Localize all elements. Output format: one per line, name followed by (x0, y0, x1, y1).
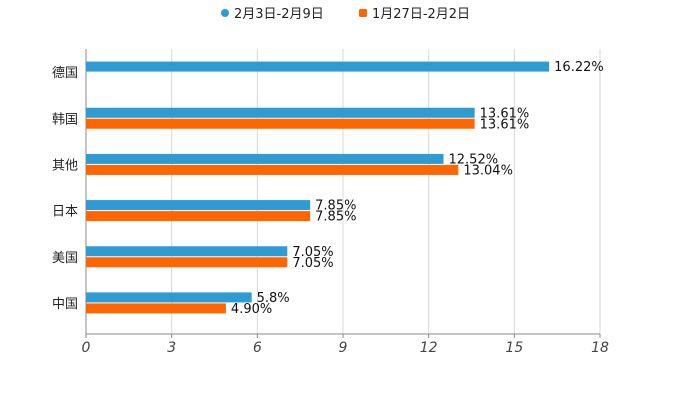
x-tick-label-6: 6 (253, 340, 262, 356)
data-label-0-4: 7.05% (292, 245, 333, 260)
x-tick-label-3: 3 (167, 340, 176, 356)
category-label-3: 日本 (52, 205, 78, 220)
data-labels: 16.22% 13.61%13.61% 12.52%13.04% 7.85%7.85%… (231, 60, 604, 317)
bar-1-1[interactable] (86, 118, 475, 129)
data-label-1-1: 13.61% (480, 117, 530, 132)
bar-0-3[interactable] (86, 200, 311, 211)
x-tick-label-12: 12 (420, 340, 438, 356)
category-label-2: 其他 (52, 158, 78, 173)
data-label-0-2: 12.52% (449, 152, 499, 167)
bar-0-4[interactable] (86, 246, 288, 257)
data-label-0-1: 13.61% (480, 106, 530, 121)
category-label-0: 德国 (52, 66, 78, 81)
x-tick-label-9: 9 (339, 340, 348, 356)
bar-0-1[interactable] (86, 107, 475, 118)
category-label-1: 韩国 (52, 112, 78, 127)
data-label-1-2: 13.04% (463, 163, 513, 178)
data-label-0-5: 5.8% (257, 291, 290, 306)
data-label-0-0: 16.22% (554, 60, 604, 75)
legend: 2月3日-2月9日 1月27日-2月2日 (221, 7, 470, 22)
legend-label-1[interactable]: 1月27日-2月2日 (372, 7, 470, 22)
data-label-1-5: 4.90% (231, 302, 272, 317)
gridlines (171, 49, 601, 334)
category-label-4: 美国 (52, 251, 78, 266)
bar-0-2[interactable] (86, 153, 444, 164)
legend-marker-1 (359, 9, 367, 17)
x-tick-label-18: 18 (591, 340, 609, 356)
bar-0-5[interactable] (86, 292, 252, 303)
bar-0-0[interactable] (86, 61, 550, 72)
bar-1-2[interactable] (86, 164, 459, 175)
legend-marker-0 (221, 9, 229, 17)
category-label-5: 中国 (52, 297, 78, 312)
bar-1-4[interactable] (86, 257, 288, 268)
bar-1-5[interactable] (86, 303, 226, 314)
data-label-1-3: 7.85% (315, 210, 356, 225)
legend-label-0[interactable]: 2月3日-2月9日 (234, 7, 324, 22)
x-tick-label-0: 0 (82, 340, 91, 356)
bar-1-3[interactable] (86, 211, 311, 222)
x-tick-label-15: 15 (505, 340, 523, 356)
data-label-0-3: 7.85% (315, 199, 356, 214)
data-label-1-4: 7.05% (292, 256, 333, 271)
bars (86, 61, 550, 314)
